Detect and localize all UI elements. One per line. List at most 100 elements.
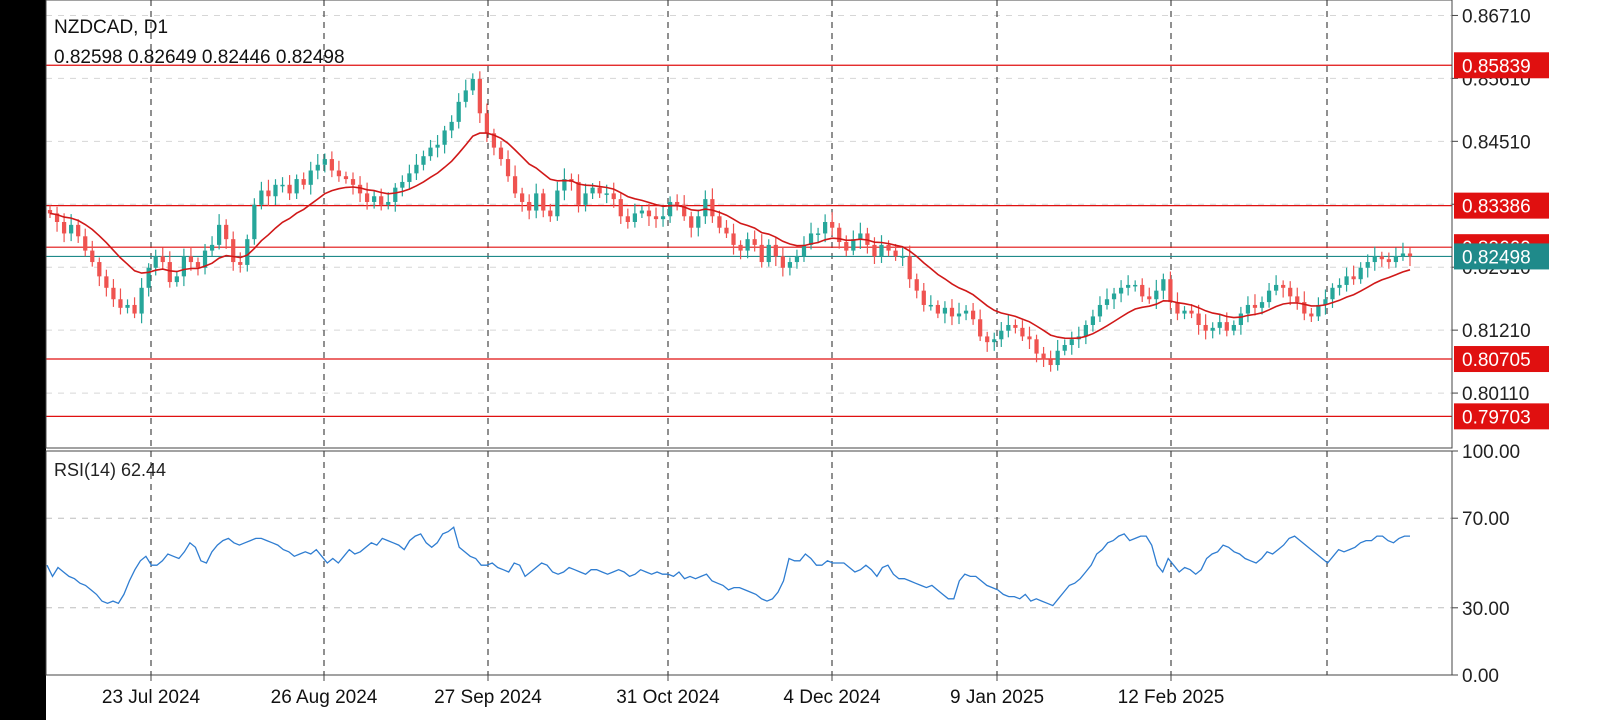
candle-body	[858, 233, 863, 240]
candle-body	[69, 224, 74, 234]
candle-body	[188, 256, 194, 263]
candle-body	[266, 190, 271, 197]
candle-body	[1266, 290, 1272, 303]
candle-body	[625, 216, 630, 222]
price-panel-frame	[45, 0, 1453, 449]
candle-body	[970, 310, 976, 320]
candle-body	[364, 193, 370, 202]
candle-body	[1365, 262, 1370, 268]
candle-body	[682, 204, 687, 217]
candle-body	[1069, 339, 1074, 346]
candle-body	[611, 193, 616, 200]
candle-body	[1126, 284, 1131, 288]
chart-title: NZDCAD, D1	[54, 17, 168, 38]
candle-body	[414, 164, 419, 174]
candle-body	[47, 209, 53, 214]
candle-body	[1259, 302, 1265, 308]
candle-body	[830, 221, 835, 228]
candle-body	[900, 256, 905, 258]
candle-body	[280, 184, 285, 187]
candle-body	[1048, 359, 1053, 366]
candle-body	[646, 210, 652, 217]
candle-body	[1231, 324, 1236, 331]
candle-body	[238, 262, 243, 265]
candle-body	[541, 193, 546, 211]
candle-body	[773, 244, 778, 257]
candle-body	[428, 147, 433, 157]
candle-body	[949, 307, 955, 317]
candle-body	[160, 256, 165, 263]
candle-body	[576, 181, 581, 205]
candle-body	[1323, 299, 1328, 305]
rsi-tick-label: 30.00	[1462, 599, 1510, 620]
level-price-label: 0.82498	[1462, 247, 1531, 268]
candle-body	[83, 236, 88, 251]
candle-body	[780, 256, 785, 268]
candle-body	[463, 90, 468, 102]
candle-body	[1062, 345, 1067, 351]
candle-body	[195, 262, 201, 268]
candle-body	[1083, 324, 1088, 337]
candle-body	[534, 193, 539, 211]
axis-layer: 0.867100.856100.845100.834100.823100.812…	[45, 0, 1531, 708]
candles-layer	[47, 71, 1413, 372]
candle-body	[1182, 310, 1187, 314]
candle-body	[689, 216, 694, 228]
level-price-label: 0.85839	[1462, 56, 1531, 77]
candle-body	[76, 224, 81, 237]
candle-body	[520, 193, 525, 202]
level-price-label: 0.79703	[1462, 407, 1531, 428]
candle-body	[407, 173, 412, 182]
candle-body	[484, 113, 490, 134]
candle-body	[1020, 327, 1025, 337]
date-tick-label: 31 Oct 2024	[616, 687, 720, 708]
candle-body	[1104, 299, 1110, 305]
level-price-box	[1454, 403, 1549, 430]
candle-body	[1168, 279, 1173, 303]
candle-body	[336, 170, 342, 177]
candle-body	[893, 250, 898, 257]
level-price-box	[1454, 52, 1549, 79]
candle-body	[442, 130, 447, 145]
rsi-tick-label: 100.00	[1462, 442, 1520, 463]
candle-body	[209, 244, 215, 251]
candle-body	[449, 121, 454, 131]
candle-body	[1034, 339, 1039, 354]
candle-body	[787, 262, 793, 268]
candle-body	[357, 184, 363, 194]
candle-body	[97, 262, 102, 277]
level-price-label: 0.80705	[1462, 350, 1531, 371]
candle-body	[999, 330, 1004, 340]
candle-body	[1351, 276, 1356, 280]
candle-body	[632, 213, 637, 222]
candle-body	[301, 179, 306, 185]
candle-body	[400, 181, 405, 188]
candle-body	[956, 313, 962, 317]
candle-body	[963, 310, 969, 314]
candle-body	[1041, 353, 1046, 360]
candle-body	[132, 304, 137, 314]
candle-body	[294, 179, 299, 194]
rsi-title: RSI(14) 62.44	[54, 460, 166, 480]
candle-body	[315, 164, 320, 171]
candle-body	[259, 190, 264, 205]
price-tick-label: 0.86710	[1462, 6, 1531, 27]
candle-body	[527, 201, 532, 211]
candle-body	[1217, 322, 1222, 328]
candle-body	[872, 244, 877, 257]
candle-body	[935, 304, 940, 314]
candle-body	[745, 239, 750, 251]
candle-body	[597, 187, 602, 194]
candle-body	[1238, 313, 1243, 325]
candle-body	[1288, 287, 1293, 297]
date-tick-label: 27 Sep 2024	[434, 687, 542, 708]
candle-body	[252, 204, 257, 240]
left-sidebar-strip	[0, 0, 46, 720]
candle-body	[1252, 304, 1258, 308]
candle-body	[1161, 279, 1166, 291]
candle-body	[1055, 350, 1060, 366]
candle-body	[1196, 313, 1201, 325]
candle-body	[477, 78, 482, 114]
candle-body	[907, 256, 912, 280]
